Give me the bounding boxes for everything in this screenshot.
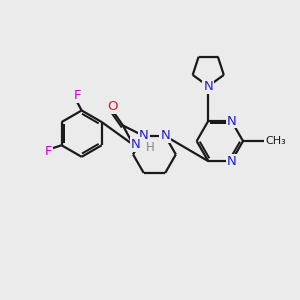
Text: F: F (74, 89, 81, 102)
Text: N: N (203, 80, 213, 93)
Text: CH₃: CH₃ (265, 136, 286, 146)
Text: H: H (146, 141, 154, 154)
Text: F: F (44, 145, 52, 158)
Text: N: N (131, 138, 141, 151)
Text: O: O (107, 100, 118, 113)
Text: N: N (226, 115, 236, 128)
Text: N: N (139, 129, 148, 142)
Text: N: N (226, 155, 236, 168)
Text: N: N (160, 129, 170, 142)
